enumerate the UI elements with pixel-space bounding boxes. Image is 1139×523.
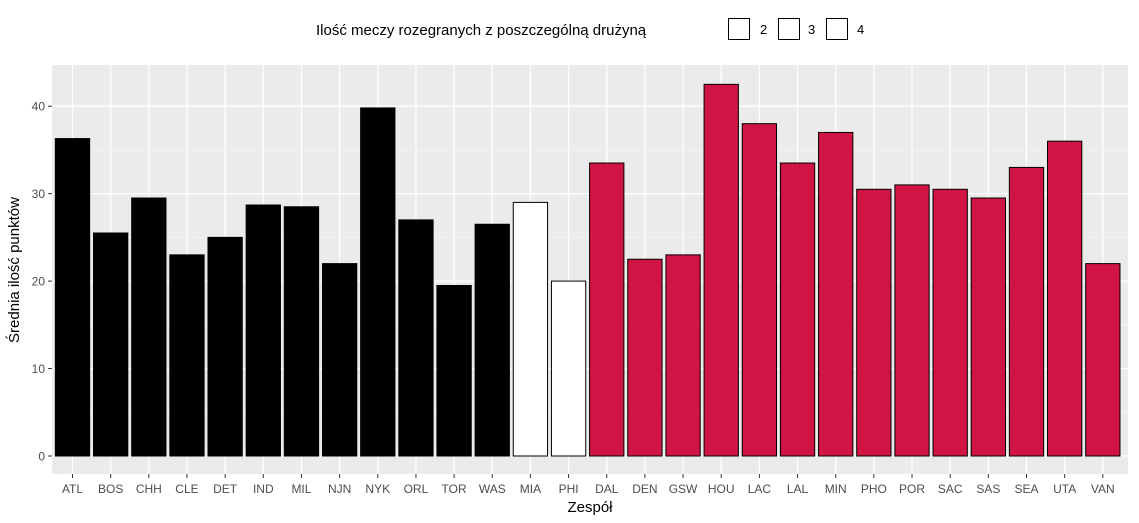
bar-lal (779, 162, 816, 457)
x-tick-label: PHI (559, 482, 579, 496)
bar-tor (436, 284, 472, 457)
x-tick-label: NYK (365, 482, 390, 496)
bar-was (474, 223, 510, 457)
bar-orl (398, 219, 434, 457)
y-tick-label: 30 (32, 187, 46, 201)
legend: Ilość meczy rozegranych z poszczególną d… (0, 18, 1139, 44)
x-axis: ATL BOS CHH CLE DET IND MIL NJN NYK ORL TOR WAS MIA P… (62, 474, 1115, 496)
bar-njn (321, 263, 358, 457)
legend-key-3 (778, 18, 800, 40)
bar-den (627, 258, 663, 457)
x-tick-label: NJN (328, 482, 351, 496)
bar-gsw (665, 254, 701, 457)
y-tick-label: 0 (38, 450, 45, 464)
x-tick-label: PHO (861, 482, 887, 496)
x-tick-label: ORL (404, 482, 429, 496)
legend-key-4 (826, 18, 848, 40)
x-tick-label: CHH (136, 482, 162, 496)
x-tick-label: DAL (595, 482, 619, 496)
x-tick-label: LAL (787, 482, 809, 496)
bar-ind (245, 204, 281, 457)
legend-title: Ilość meczy rozegranych z poszczególną d… (316, 22, 647, 39)
bar-nyk (360, 107, 396, 457)
bar-bos (93, 232, 129, 457)
bar-cle (169, 254, 205, 457)
legend-label-4: 4 (857, 22, 865, 37)
x-tick-label: TOR (442, 482, 467, 496)
bar-por (894, 184, 930, 457)
y-tick-label: 20 (32, 275, 46, 289)
y-axis-title: Średnia ilość punktów (5, 197, 23, 343)
bar-hou (703, 83, 739, 457)
x-tick-label: SEA (1014, 482, 1038, 496)
bar-mil (283, 206, 320, 457)
x-tick-label: CLE (175, 482, 198, 496)
bar-sac (932, 188, 968, 457)
x-tick-label: VAN (1091, 482, 1115, 496)
bar-sea (1008, 166, 1045, 457)
x-tick-label: SAS (976, 482, 1000, 496)
x-tick-label: DEN (632, 482, 657, 496)
x-tick-label: GSW (669, 482, 698, 496)
legend-key-2 (728, 18, 750, 40)
bar-sas (970, 197, 1006, 457)
bar-lac (741, 123, 778, 457)
y-axis: 0 10 20 30 40 (32, 100, 52, 464)
x-tick-label: MIN (825, 482, 847, 496)
x-axis-title: Zespół (567, 499, 613, 516)
bar-chh (131, 197, 167, 457)
bar-mia (512, 201, 549, 457)
x-tick-label: POR (899, 482, 925, 496)
x-tick-label: UTA (1053, 482, 1076, 496)
x-tick-label: BOS (98, 482, 123, 496)
bar-pho (856, 188, 892, 457)
x-tick-label: SAC (938, 482, 963, 496)
x-tick-label: MIL (291, 482, 311, 496)
x-tick-label: DET (213, 482, 238, 496)
x-tick-label: IND (253, 482, 274, 496)
x-tick-label: MIA (520, 482, 541, 496)
bar-phi (550, 280, 587, 457)
bar-van (1085, 263, 1121, 457)
legend-label-3: 3 (808, 22, 816, 37)
x-tick-label: LAC (748, 482, 772, 496)
legend-label-2: 2 (760, 22, 768, 37)
bar-dal (589, 162, 625, 457)
bar-det (207, 236, 243, 457)
x-tick-label: HOU (708, 482, 735, 496)
y-tick-label: 10 (32, 362, 46, 376)
y-tick-label: 40 (32, 100, 46, 114)
bar-uta (1047, 140, 1083, 457)
x-tick-label: WAS (479, 482, 506, 496)
bar-atl (54, 138, 91, 457)
x-tick-label: ATL (62, 482, 83, 496)
bar-min (818, 131, 854, 457)
bars (54, 83, 1121, 457)
